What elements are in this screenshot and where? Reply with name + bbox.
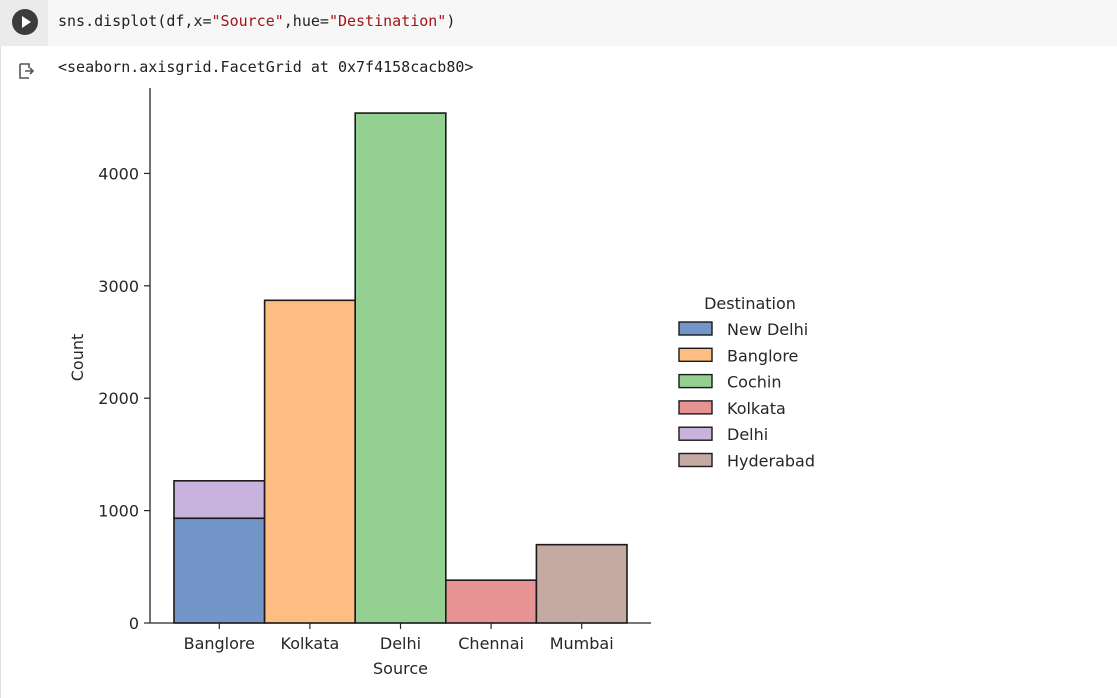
y-tick-label: 3000 (98, 277, 139, 296)
legend-label: Hyderabad (727, 452, 815, 471)
bar-chennai-kolkata (444, 579, 538, 624)
y-tick-label: 4000 (98, 164, 139, 183)
x-tick-label: Mumbai (550, 634, 614, 653)
bar-kolkata-banglore (263, 299, 357, 624)
legend-label: New Delhi (727, 320, 808, 339)
bar-mumbai-hyderabad (535, 543, 628, 624)
legend-swatch (678, 426, 713, 441)
legend-label: Kolkata (727, 399, 786, 418)
x-tick-label: Kolkata (281, 634, 340, 653)
y-tick-label: 1000 (98, 502, 139, 521)
code-suffix: ) (446, 12, 456, 30)
bar-delhi-cochin (354, 112, 447, 624)
code-x-string: "Source" (211, 12, 284, 30)
bar-banglore-new-delhi (173, 517, 266, 624)
legend-swatch (678, 347, 713, 362)
legend-label: Cochin (727, 373, 781, 392)
y-axis-title: Count (68, 334, 87, 382)
y-tick-label: 2000 (98, 389, 139, 408)
code-prefix: sns.displot(df,x= (58, 12, 212, 30)
legend-swatch (678, 373, 713, 389)
x-tick-label: Delhi (380, 634, 421, 653)
x-tick-label: Chennai (458, 634, 524, 653)
code-hue-string: "Destination" (328, 12, 447, 30)
code-cell[interactable]: sns.displot(df,x="Source",hue="Destinati… (0, 0, 1117, 46)
bar-banglore-delhi (173, 480, 266, 520)
run-cell-button[interactable] (12, 9, 38, 35)
legend-title: Destination (704, 294, 796, 313)
legend-swatch (678, 452, 713, 468)
legend-swatch (678, 400, 713, 415)
legend-swatch (678, 321, 713, 336)
y-tick-label: 0 (129, 614, 139, 633)
legend-label: Banglore (727, 346, 798, 365)
x-axis-title: Source (373, 659, 428, 678)
output-text: <seaborn.axisgrid.FacetGrid at 0x7f4158c… (58, 58, 474, 76)
x-tick-label: Banglore (184, 634, 255, 653)
output-menu-icon[interactable] (17, 62, 35, 80)
legend-label: Delhi (727, 425, 768, 444)
code-mid: ,hue= (283, 12, 329, 30)
code-editor-line[interactable]: sns.displot(df,x="Source",hue="Destinati… (58, 12, 455, 30)
output-border (0, 46, 1, 698)
